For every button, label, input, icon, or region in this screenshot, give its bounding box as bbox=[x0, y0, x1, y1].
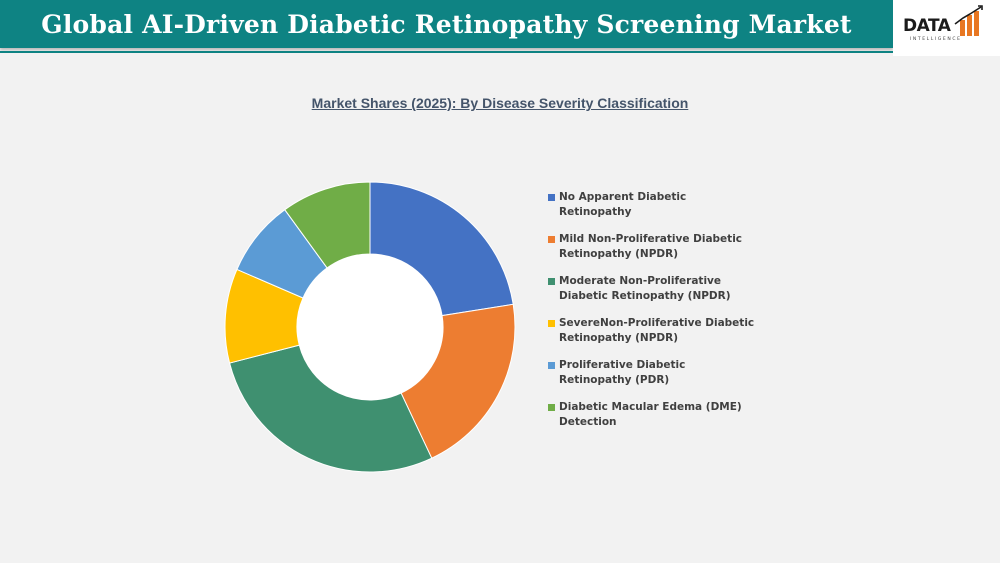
legend-label: Diabetic Macular Edema (DME) Detection bbox=[559, 401, 742, 428]
legend-label: Proliferative Diabetic Retinopathy (PDR) bbox=[559, 359, 686, 386]
legend-swatch bbox=[548, 320, 555, 327]
legend-label: SevereNon-Proliferative Diabetic Retinop… bbox=[559, 317, 755, 344]
legend-swatch bbox=[548, 404, 555, 411]
logo-text: DATA bbox=[903, 16, 951, 36]
legend-label: Mild Non-Proliferative Diabetic Retinopa… bbox=[559, 233, 743, 260]
header-rule bbox=[0, 51, 893, 53]
donut-hole bbox=[297, 254, 443, 400]
legend-swatch bbox=[548, 278, 555, 285]
legend-swatch bbox=[548, 362, 555, 369]
legend-label: No Apparent Diabetic Retinopathy bbox=[559, 191, 687, 218]
legend-swatch bbox=[548, 194, 555, 201]
logo-subtext: INTELLIGENCE bbox=[910, 37, 962, 42]
logo: DATA INTELLIGENCE bbox=[893, 0, 1000, 56]
logo-bars-icon bbox=[954, 5, 983, 36]
page-title: Global AI-Driven Diabetic Retinopathy Sc… bbox=[41, 9, 852, 39]
chart-title: Market Shares (2025): By Disease Severit… bbox=[311, 95, 689, 111]
legend-label: Moderate Non-Proliferative Diabetic Reti… bbox=[559, 275, 731, 302]
header-bar: Global AI-Driven Diabetic Retinopathy Sc… bbox=[0, 0, 893, 48]
legend-swatch bbox=[548, 236, 555, 243]
